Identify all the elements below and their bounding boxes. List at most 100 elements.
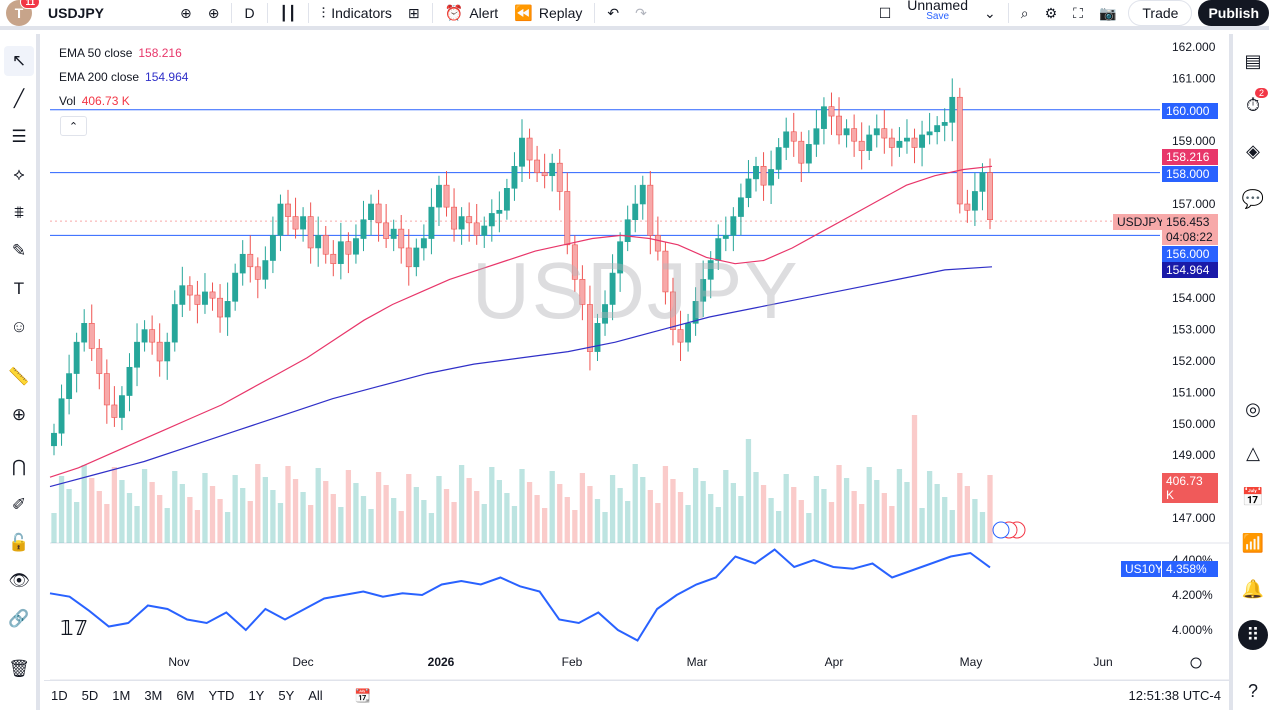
candle-body bbox=[949, 96, 956, 123]
price-tick: 162.000 bbox=[1172, 40, 1216, 54]
symbol-name: USDJPY bbox=[48, 5, 105, 21]
volume-bar bbox=[579, 473, 586, 543]
layouts-icon[interactable]: ⊞ bbox=[407, 4, 420, 21]
lock-icon[interactable]: 🔓 bbox=[8, 533, 30, 552]
legend-ema200[interactable]: EMA 200 close 154.964 bbox=[59, 70, 188, 84]
layout-checkbox-icon[interactable]: ☐ bbox=[878, 4, 892, 21]
text-icon[interactable]: T bbox=[13, 279, 25, 298]
cursor-icon[interactable]: ↖ bbox=[4, 46, 34, 76]
trade-button[interactable]: Trade bbox=[1128, 0, 1193, 26]
candle-body bbox=[141, 329, 148, 343]
trend-line-icon[interactable]: ╱ bbox=[13, 89, 25, 108]
volume-bar bbox=[768, 498, 774, 543]
chat-icon[interactable]: 💬 bbox=[1241, 188, 1265, 209]
replay-button[interactable]: ⏪ Replay bbox=[506, 0, 590, 27]
candle-body bbox=[224, 301, 231, 318]
ema200-line bbox=[49, 266, 993, 488]
undo-icon[interactable]: ↶ bbox=[607, 4, 620, 21]
candle-body bbox=[519, 137, 525, 167]
legend-collapse-button[interactable]: ⌃ bbox=[60, 116, 87, 136]
candle-body bbox=[436, 184, 442, 208]
fib-icon[interactable]: ☰ bbox=[11, 127, 27, 146]
indicators-button[interactable]: ⫶ Indicators bbox=[313, 0, 399, 27]
alerts-badge: 2 bbox=[1255, 88, 1269, 98]
candles-icon[interactable]: ┃┃ bbox=[279, 4, 297, 21]
ema200-price-label: 154.964 bbox=[1162, 262, 1218, 278]
target-icon[interactable]: ◎ bbox=[1245, 398, 1261, 419]
range-button-5d[interactable]: 5D bbox=[81, 688, 99, 703]
range-button-1d[interactable]: 1D bbox=[51, 688, 68, 703]
candle-body bbox=[360, 219, 367, 239]
symbol-search[interactable]: USDJPY bbox=[32, 0, 172, 27]
range-button-6m[interactable]: 6M bbox=[176, 688, 195, 703]
user-avatar[interactable]: T 11 bbox=[6, 0, 40, 26]
candle-body bbox=[722, 235, 729, 239]
candle-body bbox=[171, 304, 178, 343]
alerts-clock-icon[interactable]: ⏱ bbox=[1245, 94, 1261, 115]
magnet-icon[interactable]: ⋂ bbox=[12, 457, 26, 476]
apps-grid-icon[interactable]: ⠿ bbox=[1238, 620, 1268, 650]
range-button-ytd[interactable]: YTD bbox=[208, 688, 235, 703]
settings-gear-icon[interactable]: ⚙ bbox=[1044, 4, 1058, 21]
compare-icon[interactable]: ⊕ bbox=[180, 4, 192, 21]
chevron-down-icon[interactable]: ⌄ bbox=[983, 4, 996, 21]
layout-name-button[interactable]: Unnamed Save bbox=[899, 0, 976, 27]
volume-bar bbox=[194, 510, 201, 543]
legend-ema50[interactable]: EMA 50 close 158.216 bbox=[59, 46, 182, 60]
volume-bar bbox=[700, 481, 706, 543]
volume-bar bbox=[164, 508, 170, 543]
candle-body bbox=[232, 272, 239, 302]
help-icon[interactable]: ? bbox=[1247, 680, 1258, 701]
publish-button[interactable]: Publish bbox=[1198, 0, 1269, 26]
range-button-5y[interactable]: 5Y bbox=[278, 688, 295, 703]
layers-icon[interactable]: ◈ bbox=[1246, 140, 1260, 161]
eye-icon[interactable]: 👁 bbox=[8, 571, 30, 590]
interval-button[interactable]: D bbox=[244, 5, 255, 21]
candle-body bbox=[269, 235, 276, 261]
candle-body bbox=[979, 172, 986, 192]
alert-button[interactable]: ⏰ Alert bbox=[437, 0, 506, 27]
watchlist-icon[interactable]: ▤ bbox=[1244, 50, 1262, 71]
brush-icon[interactable]: ✎ bbox=[11, 241, 27, 260]
range-button-1y[interactable]: 1Y bbox=[248, 688, 265, 703]
range-button-3m[interactable]: 3M bbox=[144, 688, 163, 703]
candle-body bbox=[88, 323, 95, 349]
quick-search-icon[interactable]: ⌕ bbox=[1020, 4, 1029, 21]
candle-body bbox=[692, 301, 699, 324]
pattern-icon[interactable]: ⟡ bbox=[13, 165, 25, 184]
ema200-value: 154.964 bbox=[145, 70, 189, 84]
ruler-icon[interactable]: 📏 bbox=[8, 367, 30, 386]
candle-body bbox=[534, 159, 541, 173]
prediction-icon[interactable]: ⩨ bbox=[14, 203, 24, 222]
calendar-icon[interactable]: 📅 bbox=[1241, 486, 1265, 507]
volume-bar bbox=[881, 493, 887, 543]
volume-bar bbox=[398, 511, 404, 543]
camera-icon[interactable]: 📷 bbox=[1098, 4, 1117, 21]
lock-draw-icon[interactable]: ✐ bbox=[11, 495, 27, 514]
legend-volume[interactable]: Vol 406.73 K bbox=[59, 94, 130, 108]
price-tick: 157.000 bbox=[1172, 197, 1216, 211]
date-range-calendar-icon[interactable]: 📆 bbox=[354, 687, 371, 703]
volume-bar bbox=[81, 465, 87, 543]
redo-icon[interactable]: ↷ bbox=[635, 4, 647, 21]
indicators-label: Indicators bbox=[331, 5, 392, 21]
range-button-all[interactable]: All bbox=[308, 688, 323, 703]
volume-bar bbox=[866, 467, 872, 543]
emoji-icon[interactable]: ☺ bbox=[10, 317, 28, 336]
zoom-in-icon[interactable]: ⊕ bbox=[11, 405, 27, 424]
link-icon[interactable]: 🔗 bbox=[8, 609, 30, 628]
volume-bar bbox=[632, 464, 638, 543]
clock-timezone[interactable]: 12:51:38 UTC-4 bbox=[1128, 688, 1222, 703]
broadcast-icon[interactable]: 📶 bbox=[1241, 532, 1265, 553]
range-button-1m[interactable]: 1M bbox=[112, 688, 131, 703]
trash-icon[interactable]: 🗑 bbox=[8, 659, 30, 678]
candle-body bbox=[881, 128, 888, 139]
candle-body bbox=[919, 134, 926, 148]
bell-icon[interactable]: 🔔 bbox=[1241, 578, 1265, 599]
fullscreen-icon[interactable]: ⛶ bbox=[1073, 4, 1083, 21]
add-symbol-icon[interactable]: ⊕ bbox=[207, 4, 220, 21]
pattern-triangle-icon[interactable]: △ bbox=[1246, 442, 1260, 463]
candle-body bbox=[134, 341, 140, 368]
